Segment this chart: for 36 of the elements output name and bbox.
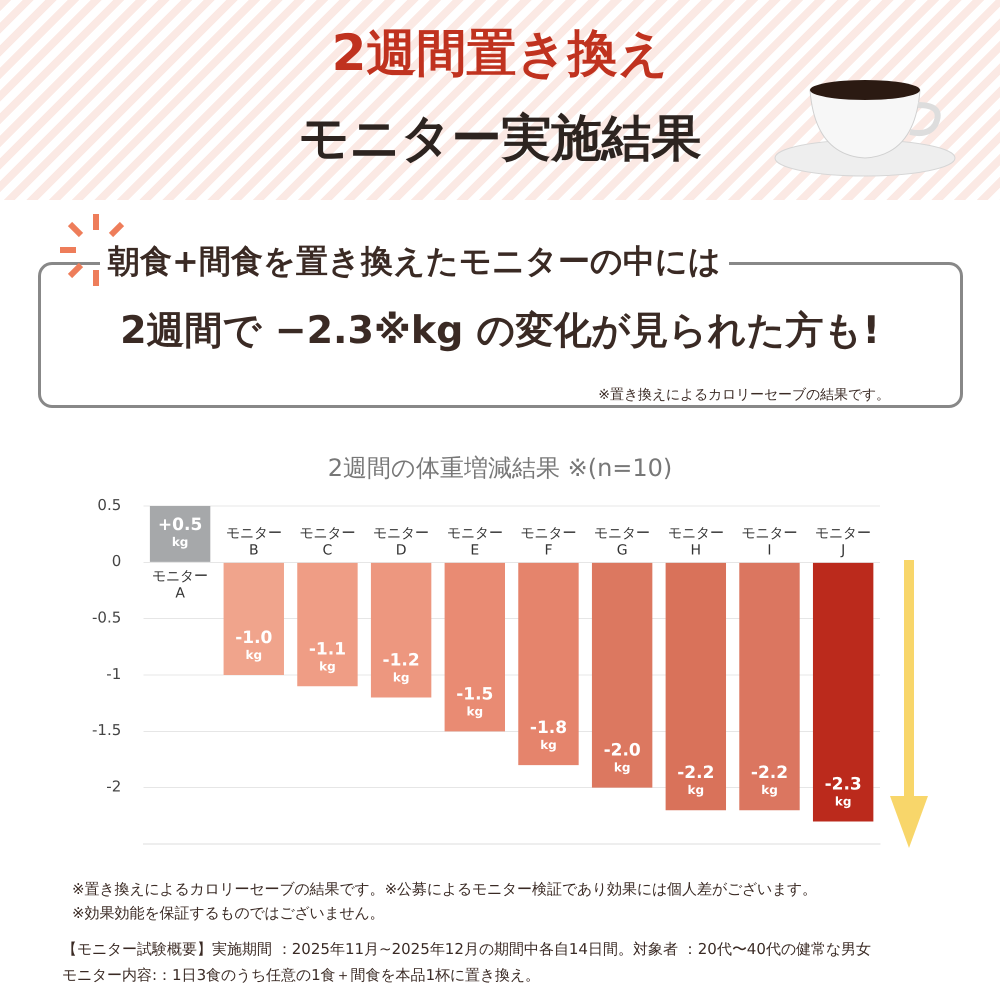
x-tick-label: モニター J xyxy=(815,525,872,558)
y-tick-label: -2 xyxy=(106,778,122,796)
text: ※効果効能を保証するものではございません。 xyxy=(72,904,385,923)
data-label: -1.0 kg xyxy=(235,628,273,662)
y-tick-label: -1 xyxy=(106,664,122,683)
text: 2週間で −2.3※kg の変化が見られた方も! xyxy=(119,307,881,354)
text: モニター内容:：1日3食のうち任意の1食＋間食を本品1杯に置き換え。 xyxy=(62,966,540,985)
data-label: -2.2 kg xyxy=(750,763,788,798)
y-tick-label: 0.5 xyxy=(97,496,122,514)
data-label: -2.3 kg xyxy=(824,774,862,808)
data-label: -1.8 kg xyxy=(530,718,568,752)
y-tick-label: -1.5 xyxy=(92,721,122,740)
text: 2週間の体重増減結果 ※(n=10) xyxy=(326,453,674,484)
chart-title: 2週間置き換え xyxy=(330,23,670,84)
x-tick-label: モニター C xyxy=(299,525,356,558)
x-tick-label: モニター H xyxy=(668,525,724,558)
data-label: -2.2 kg xyxy=(677,763,714,798)
text: ※置き換えによるカロリーセーブの結果です。 xyxy=(598,386,890,404)
data-label: -1.5 kg xyxy=(456,684,494,718)
x-tick-label: モニター D xyxy=(373,525,430,558)
y-tick-label: 0 xyxy=(112,552,122,570)
x-tick-label: モニター F xyxy=(520,525,576,558)
chart-subtitle: モニター実施結果 xyxy=(298,108,702,169)
x-tick-label: モニター G xyxy=(594,525,650,558)
y-tick-label: -0.5 xyxy=(92,608,122,627)
text: 朝食+間食を置き換えたモニターの中には xyxy=(100,240,729,284)
data-label: -1.1 kg xyxy=(308,639,346,674)
x-tick-label: モニター I xyxy=(741,525,798,558)
text: ※置き換えによるカロリーセーブの結果です。※公募によるモニター検証であり効果には個人差がございます。 xyxy=(72,880,818,899)
data-label: -1.2 kg xyxy=(382,650,420,685)
data-label: +0.5 kg xyxy=(158,515,202,549)
x-tick-label: モニター A xyxy=(152,568,208,602)
x-tick-label: モニター B xyxy=(226,525,282,558)
data-label: -2.0 kg xyxy=(604,740,641,775)
x-tick-label: モニター E xyxy=(446,525,503,558)
text: 【モニター試験概要】実施期間 ：2025年11月~2025年12月の期間中各自14日間。対象者 ：20代〜40代の健常な男女 xyxy=(62,940,871,959)
